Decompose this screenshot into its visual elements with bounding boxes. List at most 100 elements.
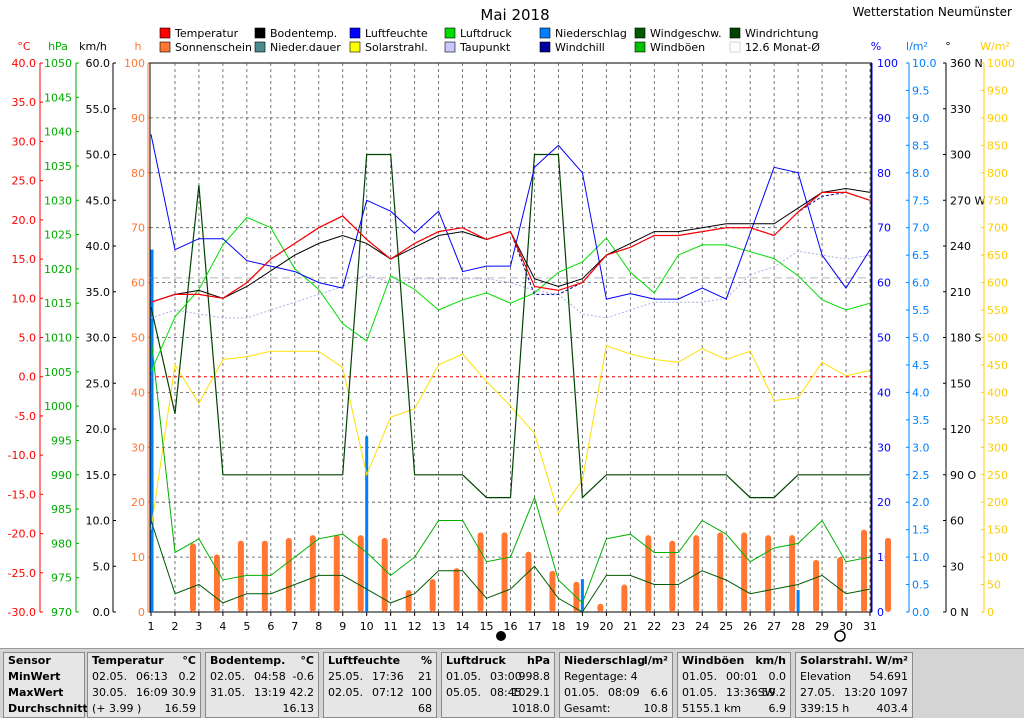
stats-value: 42.2 — [289, 686, 315, 699]
hours-tick-label: 60 — [131, 277, 145, 290]
stats-section: Solarstrahl. W/m² Elevation 54.691 27.05. 13:… — [795, 652, 913, 718]
x-tick-label: 31 — [863, 620, 877, 633]
temp-tick-label: 10.0 — [12, 292, 37, 305]
x-tick-label: 8 — [315, 620, 322, 633]
series-windrichtung — [150, 153, 870, 499]
x-tick-label: 20 — [599, 620, 613, 633]
direction-tick-label: 360 N — [950, 57, 983, 70]
stats-section-title: Niederschlag — [564, 654, 646, 667]
wind-axis-unit: km/h — [79, 40, 107, 53]
sunshine-bar — [645, 535, 652, 612]
rain-tick-label: 0.0 — [912, 606, 930, 619]
solar-tick-label: 0 — [987, 606, 994, 619]
stats-date: 02.05. — [328, 686, 363, 699]
x-tick-label: 3 — [195, 620, 202, 633]
stats-section: Luftdruck hPa 01.05. 03:00 998.8 05.05. 08:45 1… — [441, 652, 555, 718]
stats-date: 27.05. — [800, 686, 835, 699]
hours-tick-label: 100 — [124, 57, 145, 70]
rain-tick-label: 2.0 — [912, 496, 930, 509]
stats-date: 01.05. — [682, 670, 717, 683]
rain-tick-label: 0.5 — [912, 579, 930, 592]
x-tick-label: 23 — [671, 620, 685, 633]
temp-tick-label: -5.0 — [15, 410, 36, 423]
direction-tick-label: 180 S — [950, 332, 981, 345]
rain-bar — [796, 590, 800, 612]
stats-value: 1018.0 — [511, 702, 551, 715]
bar-series — [150, 249, 891, 612]
stats-section-unit: l/m² — [643, 654, 668, 667]
wind-tick-label: 5.0 — [93, 560, 111, 573]
stats-value: 68 — [418, 702, 432, 715]
pressure-axis-unit: hPa — [48, 40, 68, 53]
stats-value: 6.6 — [650, 686, 669, 699]
solar-tick-label: 550 — [987, 304, 1008, 317]
stats-date: 01.05. — [682, 686, 717, 699]
solar-tick-label: 950 — [987, 84, 1008, 97]
sunshine-bar — [885, 537, 891, 612]
solar-tick-label: 850 — [987, 139, 1008, 152]
direction-tick-label: 300 — [950, 149, 971, 162]
direction-tick-label: 60 — [950, 515, 964, 528]
humidity-tick-label: 40 — [877, 386, 891, 399]
sunshine-bar — [765, 535, 772, 612]
rain-tick-label: 5.0 — [912, 332, 930, 345]
x-tick-label: 19 — [575, 620, 589, 633]
direction-tick-label: 120 — [950, 423, 971, 436]
solar-tick-label: 450 — [987, 359, 1008, 372]
legend-swatch — [159, 27, 171, 39]
rain-tick-label: 10.0 — [912, 57, 937, 70]
solar-tick-label: 600 — [987, 277, 1008, 290]
series-luftfeuchte — [150, 134, 871, 300]
x-tick-label: 7 — [291, 620, 298, 633]
solar-tick-label: 250 — [987, 469, 1008, 482]
solar-tick-label: 700 — [987, 222, 1008, 235]
sunshine-bar — [381, 537, 388, 612]
legend-swatch — [729, 41, 741, 53]
temp-tick-label: 0.0 — [19, 371, 37, 384]
x-tick-label: 10 — [360, 620, 374, 633]
stats-section: Windböen km/h 01.05. 00:01 0.0 01.05. 13:36SW 5… — [677, 652, 791, 718]
rain-tick-label: 7.5 — [912, 194, 930, 207]
temp-tick-label: 35.0 — [12, 96, 37, 109]
pressure-tick-label: 970 — [51, 606, 72, 619]
temp-tick-label: -25.0 — [8, 567, 36, 580]
pressure-tick-label: 1000 — [44, 400, 72, 413]
hours-tick-label: 90 — [131, 112, 145, 125]
rain-tick-label: 6.0 — [912, 277, 930, 290]
stats-date: 05.05. — [446, 686, 481, 699]
x-tick-label: 21 — [623, 620, 637, 633]
hours-tick-label: 30 — [131, 441, 145, 454]
legend-label: Nieder.dauer — [270, 41, 341, 54]
legend-swatch — [634, 27, 646, 39]
pressure-tick-label: 985 — [51, 503, 72, 516]
stats-date: 25.05. — [328, 670, 363, 683]
station-name: Wetterstation Neumünster — [852, 5, 1012, 19]
x-tick-label: 27 — [767, 620, 781, 633]
sunshine-bar — [477, 532, 484, 612]
solar-tick-label: 200 — [987, 496, 1008, 509]
solar-tick-label: 400 — [987, 386, 1008, 399]
stats-value: 10.8 — [643, 702, 669, 715]
humidity-axis-unit: % — [871, 40, 881, 53]
rain-tick-label: 3.0 — [912, 441, 930, 454]
x-tick-label: 13 — [432, 620, 446, 633]
stats-value: 998.8 — [518, 670, 551, 683]
statistics-panel: Sensor MinWert MaxWert Durchschnitt Temp… — [0, 648, 1024, 718]
rain-tick-label: 1.0 — [912, 551, 930, 564]
legend-label: Niederschlag — [555, 27, 627, 40]
temp-tick-label: 15.0 — [12, 253, 37, 266]
temp-tick-label: -15.0 — [8, 488, 36, 501]
rain-tick-label: 9.0 — [912, 112, 930, 125]
sunshine-bar — [357, 535, 364, 612]
x-tick-label: 16 — [504, 620, 518, 633]
row-label-average: Durchschnitt — [8, 702, 88, 715]
hours-tick-label: 10 — [131, 551, 145, 564]
direction-tick-label: 270 W — [950, 194, 985, 207]
solar-tick-label: 800 — [987, 167, 1008, 180]
stats-value: 0.0 — [768, 670, 787, 683]
temp-tick-label: 20.0 — [12, 214, 37, 227]
stats-section-unit: hPa — [526, 654, 550, 667]
series-luftdruck — [150, 216, 871, 373]
stats-value: 16.13 — [282, 702, 315, 715]
direction-tick-label: 0 N — [950, 606, 969, 619]
